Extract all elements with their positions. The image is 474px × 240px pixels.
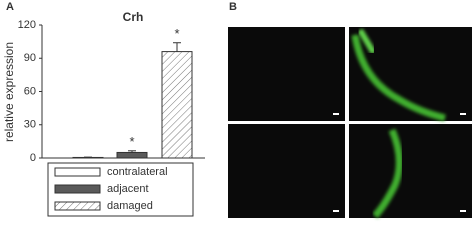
panel-label: B: [229, 1, 237, 13]
fluorescence: [372, 128, 403, 219]
bar: [116, 151, 148, 159]
fluorescence: [351, 34, 446, 122]
legend-swatch: [54, 184, 101, 194]
chart-title: Crh: [123, 10, 144, 24]
legend-label: damaged: [107, 200, 153, 212]
legend-label: adjacent: [107, 183, 149, 195]
legend-swatch: [54, 167, 101, 177]
panel-label: A: [6, 1, 14, 13]
y-tick-label: 90: [24, 52, 36, 64]
scale-bar: [333, 210, 339, 212]
y-tick-label: 120: [18, 19, 36, 31]
bar: [161, 51, 193, 159]
y-tick-label: 0: [30, 152, 36, 164]
y-axis-label: relative expression: [2, 42, 16, 142]
scale-bar: [333, 113, 339, 115]
significance-label: *: [174, 26, 179, 41]
y-tick-label: 60: [24, 85, 36, 97]
micrograph: [228, 124, 345, 218]
micrograph: [349, 124, 472, 218]
scale-bar: [460, 113, 466, 115]
micrographs: [228, 27, 472, 219]
scale-bar: [460, 210, 466, 212]
figure: A B Crh relative expression 0 30 60 90 120 co…: [2, 1, 472, 219]
fluorescence: [357, 28, 376, 54]
y-tick-label: 30: [24, 119, 36, 131]
micrograph: [228, 27, 345, 121]
legend-swatch: [54, 201, 101, 211]
significance-label: *: [129, 134, 134, 149]
legend-label: contralateral: [107, 166, 168, 178]
